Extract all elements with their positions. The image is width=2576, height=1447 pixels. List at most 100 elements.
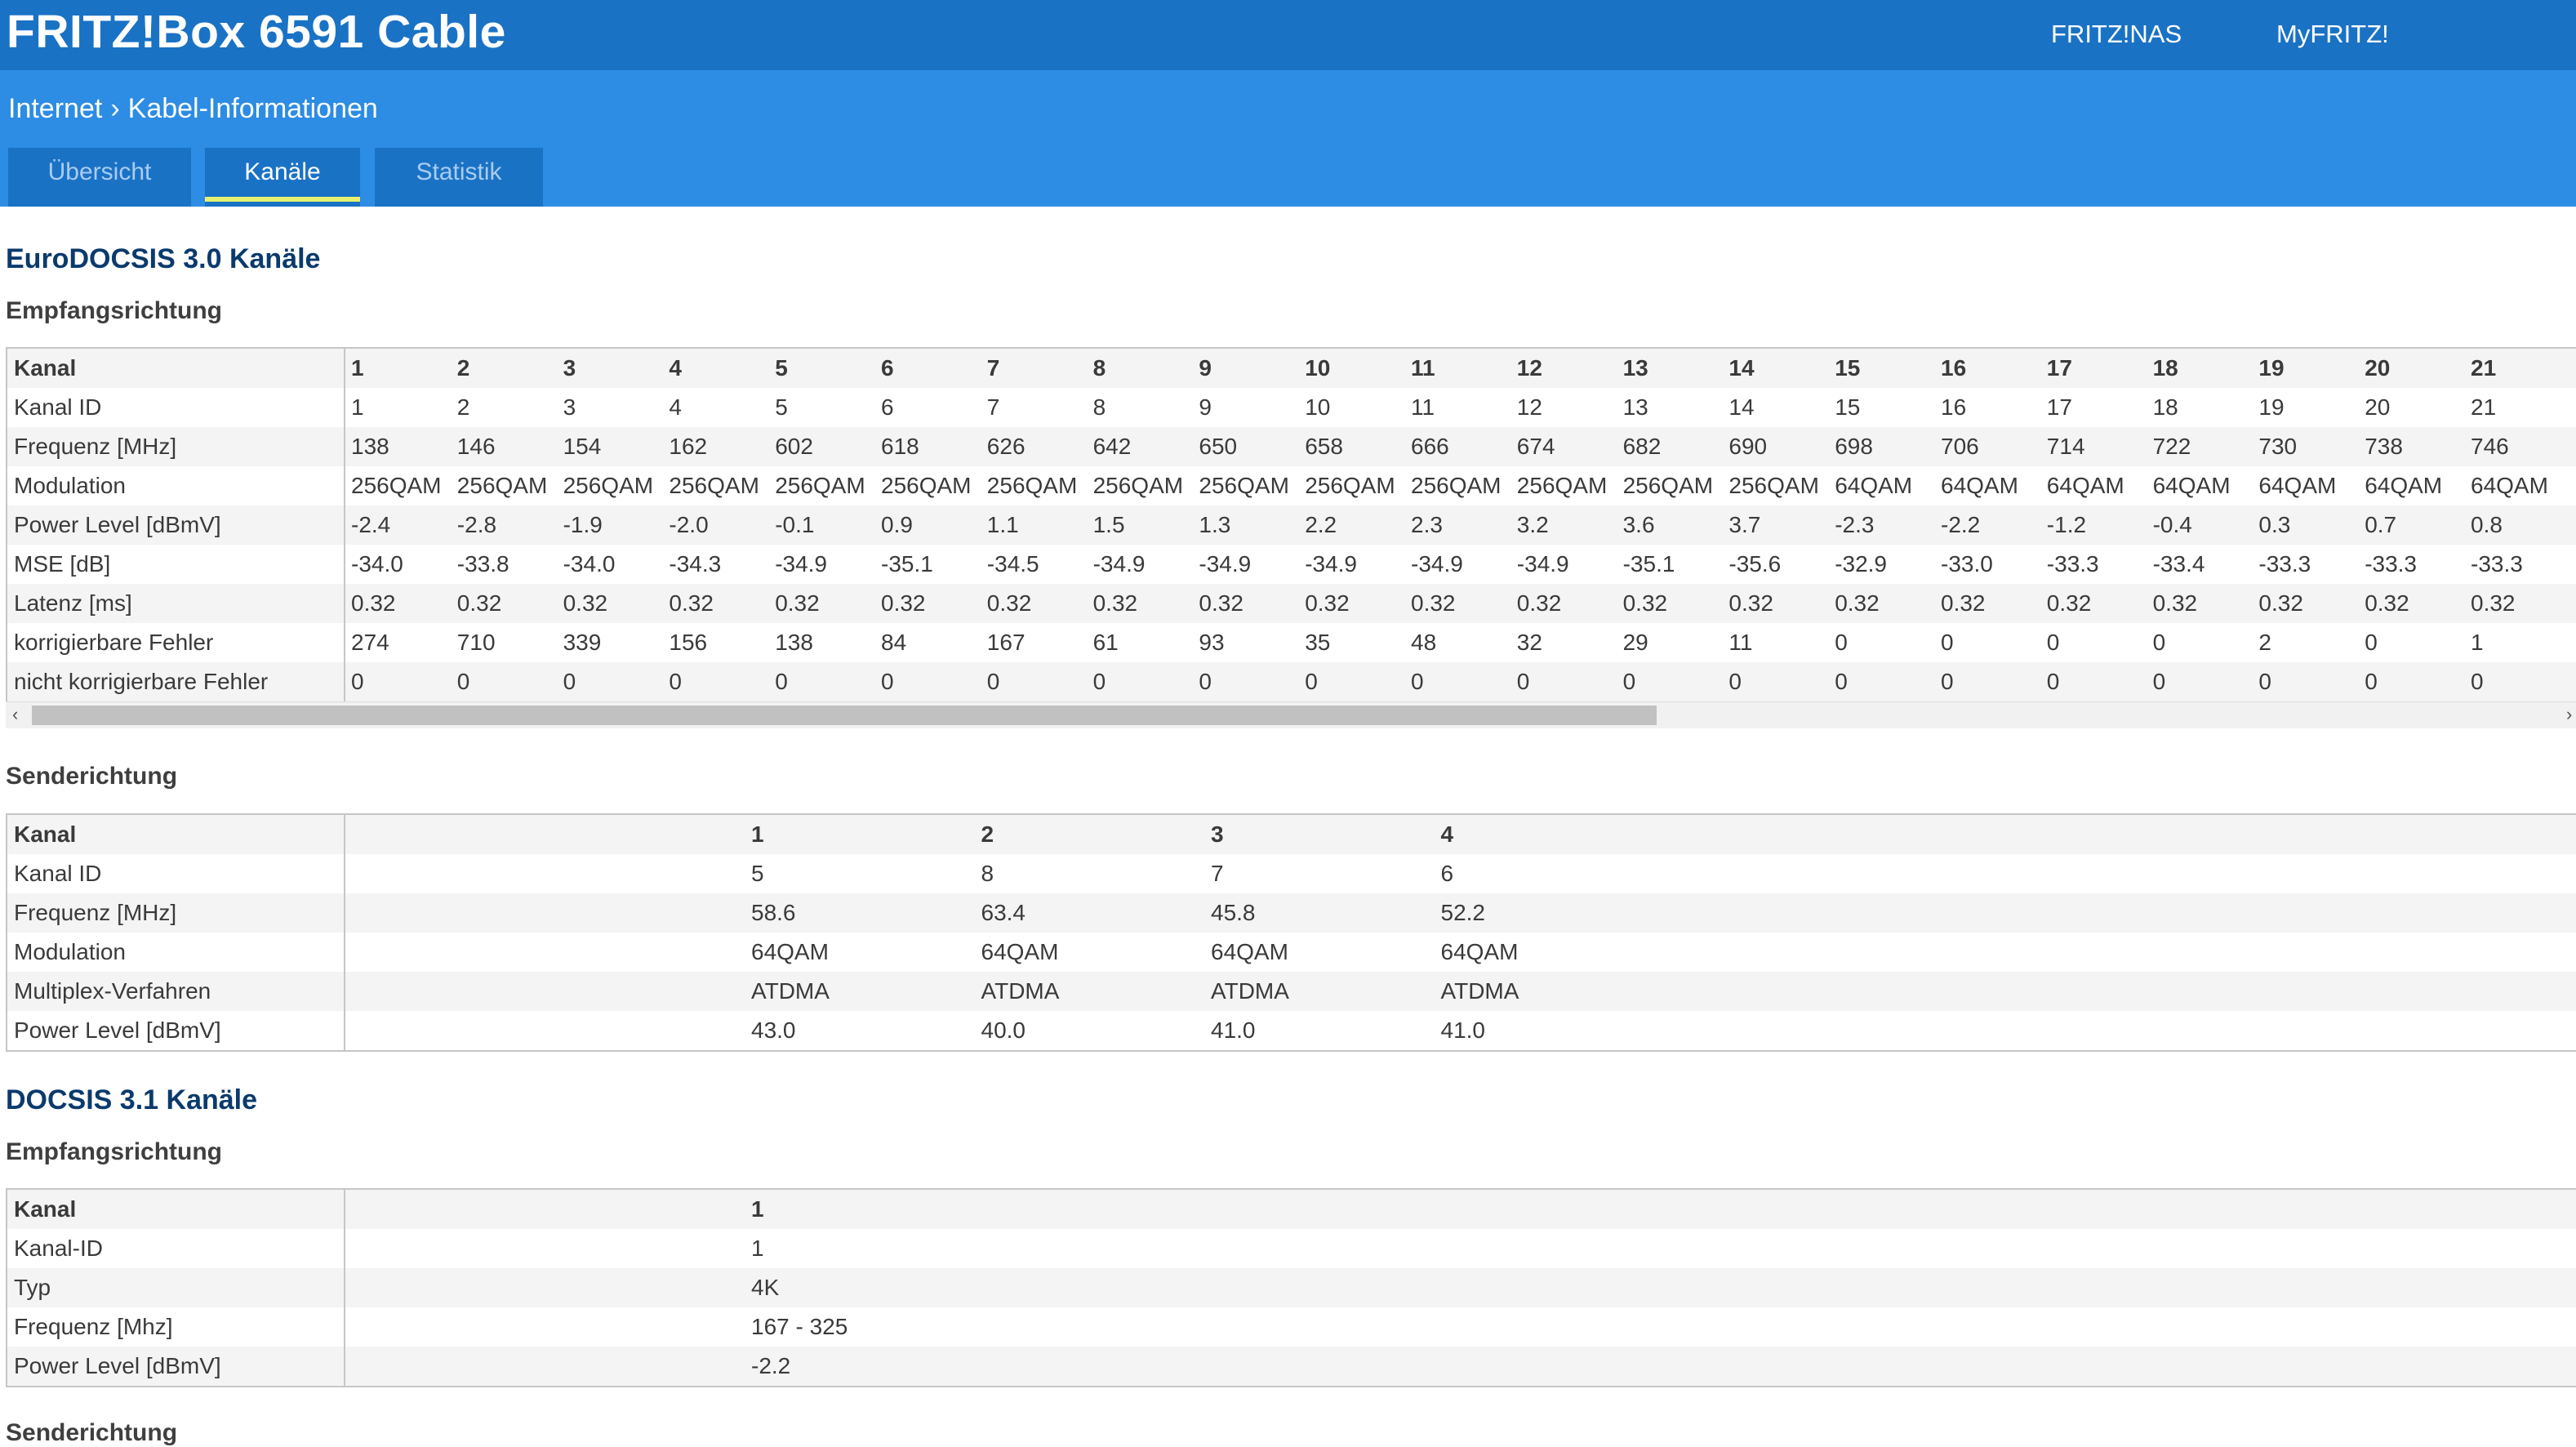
docsis30-upstream-table: Kanal 1 2 3 4 Kanal ID 5 8 7 6 Frequenz [MHz] 58.6 6…: [6, 813, 2576, 1052]
docsis31-downstream-table: Kanal 1 Kanal-ID 1 Typ 4K Frequenz [Mhz] 167 - …: [6, 1188, 2576, 1387]
table-cell: 146: [456, 434, 496, 459]
table-cell: 64QAM: [2365, 473, 2443, 498]
table-cell: 0.32: [2046, 590, 2092, 616]
scrollbar-thumb[interactable]: [32, 706, 1657, 725]
table-cell: 0: [2046, 669, 2060, 694]
table-cell: -33.4: [2152, 551, 2205, 577]
table-cell: 18: [2152, 355, 2178, 381]
table-cell: 256QAM: [1622, 473, 1714, 498]
table-cell: 0: [1835, 669, 1848, 694]
table-row: nicht korrigierbare Fehler 0 0 0 0 0 0 0 0 0 0 0 0 0 0…: [7, 662, 2576, 701]
table-cell: 256QAM: [881, 473, 972, 498]
table-cell: 0.32: [1941, 590, 1986, 616]
table-cell: 0.32: [2365, 590, 2409, 616]
table-cell: 0.32: [456, 590, 502, 616]
table-cell: 746: [2471, 434, 2509, 459]
table-cell: 48: [1411, 630, 1437, 655]
table-cell: 6: [881, 355, 894, 381]
table-cell: 17: [2046, 355, 2072, 381]
table-cell: -34.9: [1516, 551, 1569, 577]
horizontal-scrollbar[interactable]: ‹ ›: [6, 701, 2576, 728]
table-row: Modulation 64QAM 64QAM 64QAM 64QAM: [7, 933, 2576, 972]
table-cell: 0: [1199, 669, 1212, 694]
table-cell: 682: [1622, 434, 1662, 459]
row-label: Kanal: [7, 349, 345, 388]
table-cell: 17: [2046, 394, 2072, 420]
table-cell: 11: [1728, 630, 1753, 655]
table-row: Frequenz [Mhz] 167 - 325: [7, 1307, 2576, 1347]
row-label: Kanal: [7, 1190, 345, 1229]
table-cell: 0.32: [881, 590, 926, 616]
table-cell: 52.2: [1440, 900, 1486, 925]
row-label: Kanal ID: [7, 388, 345, 427]
table-cell: 10: [1305, 394, 1331, 420]
table-cell: 0.32: [2152, 590, 2198, 616]
table-cell: 1.3: [1199, 512, 1231, 537]
row-label: MSE [dB]: [7, 545, 345, 584]
row-label: Latenz [ms]: [7, 584, 345, 623]
table-cell: 138: [775, 630, 813, 655]
table-row: Kanal 1 2 3 4: [7, 815, 2576, 854]
table-cell: 19: [2258, 355, 2285, 381]
table-cell: -33.3: [2258, 551, 2311, 577]
table-cell: 41.0: [1440, 1017, 1486, 1043]
table-cell: 0.32: [1622, 590, 1668, 616]
table-cell: 9: [1199, 355, 1212, 381]
tab-overview[interactable]: Übersicht: [8, 148, 191, 207]
table-cell: 730: [2258, 434, 2298, 459]
table-cell: 3: [563, 355, 576, 381]
table-cell: 7: [986, 355, 1000, 381]
scroll-right-icon[interactable]: ›: [2566, 704, 2573, 724]
table-cell: 0: [563, 669, 576, 694]
sub-header: Internet › Kabel-Informationen Übersicht K…: [0, 70, 2576, 207]
table-row: Latenz [ms] 0.32 0.32 0.32 0.32 0.32 0.32 0.32 0…: [7, 584, 2576, 623]
table-cell: -34.9: [1199, 551, 1252, 577]
docsis30-upstream-heading: Senderichtung: [6, 763, 178, 790]
docsis31-downstream-heading: Empfangsrichtung: [6, 1138, 223, 1165]
row-label: Frequenz [MHz]: [7, 427, 345, 466]
table-cell: 11: [1411, 394, 1435, 420]
table-row: Typ 4K: [7, 1268, 2576, 1307]
table-cell: -2.2: [1941, 512, 1981, 537]
table-cell: -33.8: [456, 551, 509, 577]
table-cell: 29: [1622, 630, 1648, 655]
row-label: Modulation: [7, 933, 345, 972]
table-row: Kanal 1: [7, 1190, 2576, 1229]
row-label: Kanal-ID: [7, 1229, 345, 1268]
table-cell: 618: [881, 434, 919, 459]
table-cell: 4K: [751, 1275, 780, 1300]
table-cell: -34.9: [775, 551, 828, 577]
table-cell: -35.1: [881, 551, 933, 577]
table-cell: 0.32: [563, 590, 608, 616]
table-cell: 0.32: [1092, 590, 1138, 616]
table-cell: 2: [456, 355, 470, 381]
table-cell: 162: [669, 434, 708, 459]
table-cell: 0.32: [2471, 590, 2516, 616]
table-cell: 256QAM: [1305, 473, 1395, 498]
breadcrumb-internet[interactable]: Internet: [8, 93, 103, 124]
row-label: nicht korrigierbare Fehler: [7, 662, 345, 701]
table-cell: -34.3: [669, 551, 722, 577]
table-cell: 64QAM: [1941, 473, 2018, 498]
table-cell: 156: [669, 630, 708, 655]
table-cell: 2: [981, 821, 994, 847]
table-cell: 0.32: [1199, 590, 1244, 616]
table-cell: -33.0: [1941, 551, 1993, 577]
myfritz-link[interactable]: MyFRITZ!: [2276, 20, 2389, 48]
table-cell: 0.3: [2258, 512, 2291, 537]
table-cell: 738: [2365, 434, 2403, 459]
table-cell: 3.7: [1728, 512, 1761, 537]
table-cell: -2.2: [751, 1353, 791, 1378]
tab-statistics[interactable]: Statistik: [375, 148, 543, 207]
table-cell: 6: [1440, 861, 1454, 886]
table-cell: 0.8: [2471, 512, 2503, 537]
fritznas-link[interactable]: FRITZ!NAS: [2051, 20, 2182, 48]
table-cell: 602: [775, 434, 813, 459]
table-cell: 0: [1941, 630, 1954, 655]
scroll-left-icon[interactable]: ‹: [12, 704, 19, 724]
breadcrumb: Internet › Kabel-Informationen: [8, 93, 378, 125]
tab-channels[interactable]: Kanäle: [205, 148, 360, 207]
table-cell: 0: [1411, 669, 1424, 694]
table-cell: 2: [2258, 630, 2271, 655]
table-cell: 0: [2152, 669, 2166, 694]
